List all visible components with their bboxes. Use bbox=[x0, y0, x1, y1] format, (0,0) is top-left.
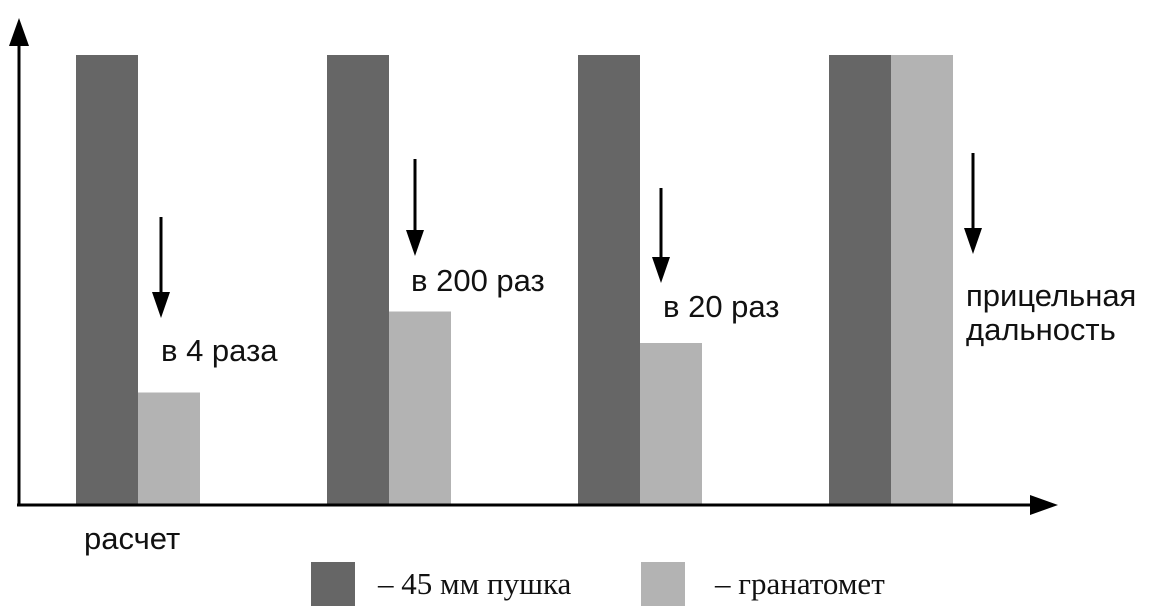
bar-gun-1 bbox=[76, 55, 138, 505]
legend-swatch-gun bbox=[311, 562, 355, 606]
annotation-arrows bbox=[152, 153, 982, 318]
legend-label-gun: – 45 мм пушка bbox=[377, 566, 572, 601]
bar-gun-4 bbox=[829, 55, 891, 505]
bar-grenade-4 bbox=[891, 55, 953, 505]
down-arrow-1-head bbox=[152, 292, 170, 318]
y-axis-arrowhead bbox=[9, 18, 29, 46]
down-arrow-3-head bbox=[652, 257, 670, 283]
annotation-label-4-line-1: прицельная bbox=[966, 278, 1136, 313]
bar-grenade-3 bbox=[640, 343, 702, 505]
bars-group bbox=[76, 55, 953, 505]
down-arrow-4-head bbox=[964, 228, 982, 254]
annotation-label-2: в 200 раз bbox=[411, 263, 545, 298]
bar-gun-2 bbox=[327, 55, 389, 505]
x-axis-arrowhead bbox=[1030, 495, 1058, 515]
down-arrow-2-head bbox=[406, 230, 424, 256]
bar-gun-3 bbox=[578, 55, 640, 505]
legend: – 45 мм пушка – гранатомет bbox=[311, 562, 885, 606]
category-label-raschet: расчет bbox=[84, 521, 180, 556]
annotation-label-3: в 20 раз bbox=[663, 289, 780, 324]
axes-group bbox=[9, 18, 1058, 515]
bar-grenade-2 bbox=[389, 311, 451, 505]
bar-grenade-1 bbox=[138, 392, 200, 505]
annotation-labels: в 4 раза в 200 раз в 20 раз прицельная д… bbox=[84, 263, 1136, 556]
legend-swatch-grenade bbox=[641, 562, 685, 606]
annotation-label-1: в 4 раза bbox=[161, 333, 278, 368]
annotation-label-4-line-2: дальность bbox=[966, 312, 1116, 347]
legend-label-grenade: – гранатомет bbox=[714, 566, 885, 601]
